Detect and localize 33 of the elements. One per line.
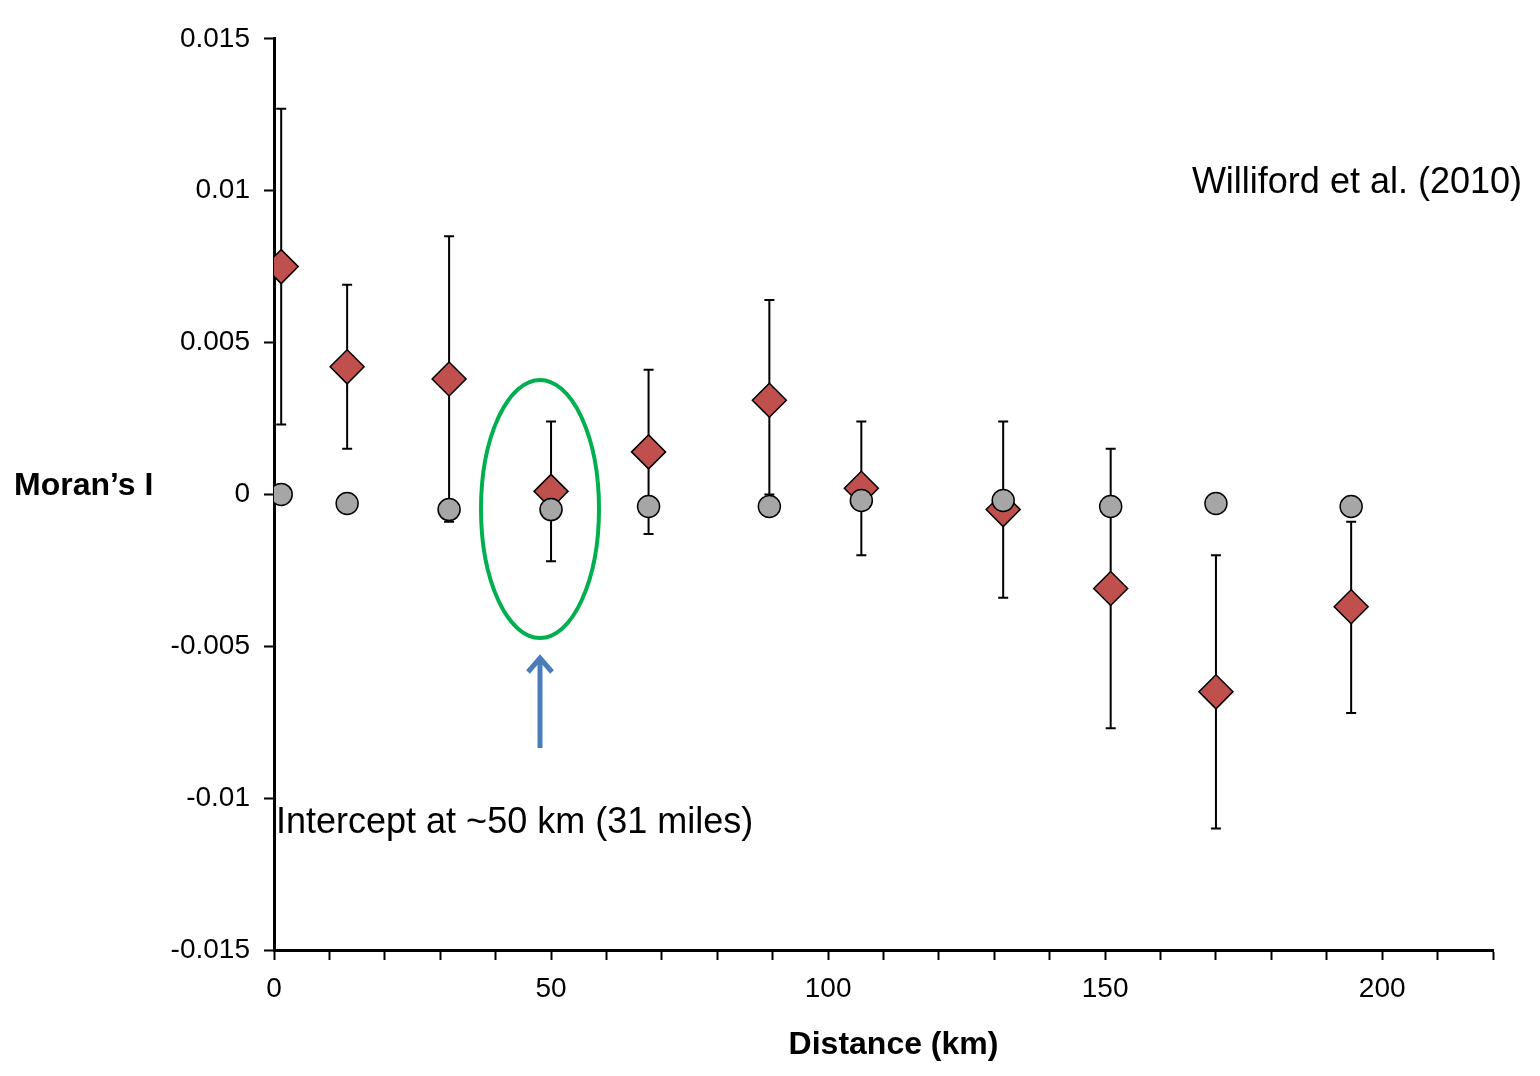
x-tick-label: 100 (804, 971, 852, 1003)
point (991, 488, 1015, 513)
x-tick-label: 150 (1081, 971, 1129, 1003)
point (1204, 491, 1228, 516)
y-tick-label: -0.015 (170, 932, 250, 964)
point (1339, 494, 1363, 519)
y-tick-label: -0.01 (186, 780, 250, 812)
point (1198, 674, 1234, 710)
point (437, 497, 461, 522)
point (1098, 494, 1123, 519)
y-tick-label: 0.01 (195, 173, 250, 205)
point (329, 349, 365, 385)
point (539, 497, 563, 522)
y-tick-label: -0.005 (170, 628, 250, 660)
point (431, 361, 467, 397)
x-tick-label: 200 (1358, 971, 1406, 1003)
y-axis-title: Moran’s I (14, 466, 154, 503)
annotation: Intercept at ~50 km (31 miles) (276, 799, 754, 841)
point (849, 488, 874, 513)
y-tick-label: 0.015 (179, 21, 250, 53)
annotation: Williford et al. (2010) (1191, 159, 1522, 201)
point (335, 491, 359, 516)
x-tick-label: 0 (266, 971, 282, 1003)
point (1333, 589, 1369, 625)
y-tick-label: 0 (234, 477, 250, 509)
point (757, 494, 782, 519)
point (751, 382, 788, 418)
x-tick-label: 50 (535, 971, 567, 1003)
point (636, 494, 661, 519)
x-axis-title: Distance (km) (788, 1025, 999, 1061)
point (1092, 570, 1129, 607)
y-tick-label: 0.005 (179, 325, 250, 357)
point (630, 434, 667, 470)
